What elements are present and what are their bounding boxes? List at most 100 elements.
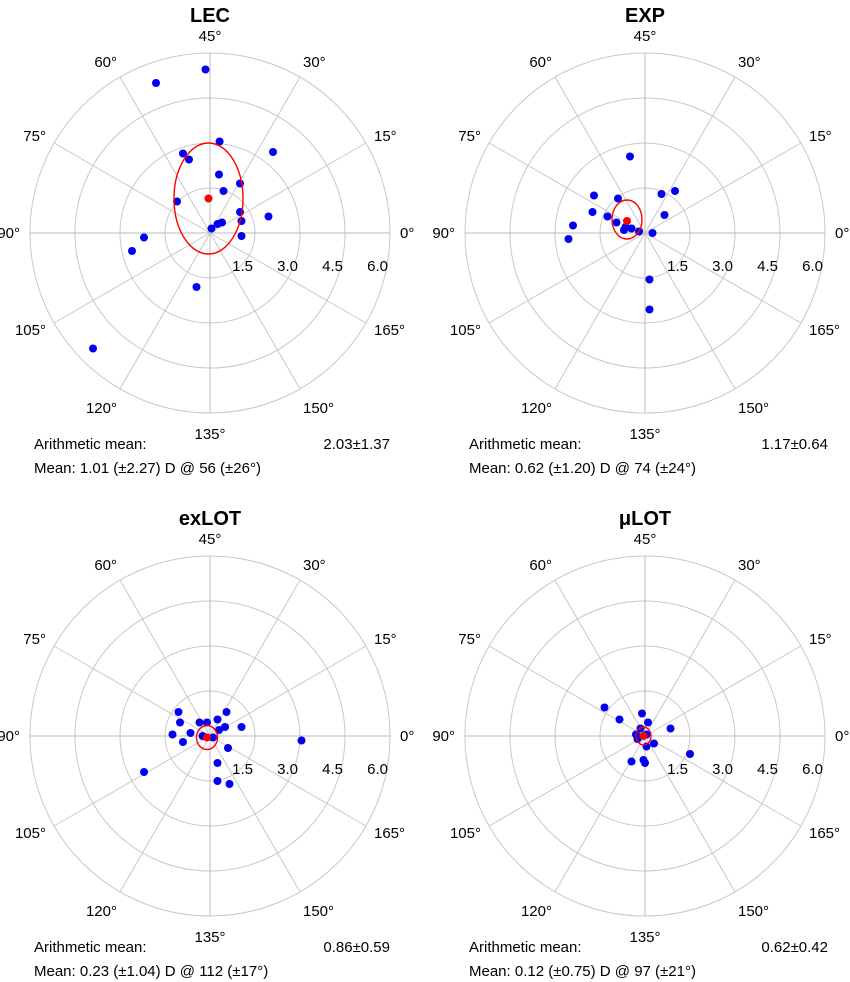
grid-spoke <box>209 232 367 324</box>
grid-spoke <box>119 232 211 390</box>
data-point <box>671 187 679 195</box>
data-point <box>264 212 273 221</box>
angle-tick-label: 135° <box>194 426 225 443</box>
panel-title: μLOT <box>619 508 671 530</box>
angle-tick-label: 60° <box>94 54 117 71</box>
grid-spoke <box>644 579 736 737</box>
data-point <box>645 275 654 284</box>
data-point <box>222 708 231 716</box>
data-point <box>638 709 646 718</box>
data-point <box>686 750 694 758</box>
data-point <box>140 233 148 242</box>
angle-tick-label: 105° <box>15 825 46 842</box>
panel-title: EXP <box>625 5 665 27</box>
angle-tick-label: 45° <box>634 28 657 45</box>
radial-tick-label: 1.5 <box>667 258 688 275</box>
confidence-ellipse <box>611 199 643 240</box>
data-point <box>660 211 669 219</box>
data-point <box>612 218 621 227</box>
data-point <box>207 224 216 233</box>
polar-panel-1: LEC 0° 15° 30° 45° 60° 75° 90° 105° 120° 135° 150° 1… <box>0 5 414 477</box>
data-point <box>666 724 675 733</box>
mean-point <box>204 194 213 203</box>
grid-spoke <box>53 232 211 324</box>
angle-tick-label: 0° <box>835 728 849 745</box>
grid-spoke <box>644 735 736 893</box>
data-point <box>213 759 222 767</box>
angle-tick-label: 150° <box>303 903 334 920</box>
grid-spoke <box>119 735 211 893</box>
arithmetic-mean-value: 2.03±1.37 <box>323 436 390 453</box>
data-point <box>201 65 210 74</box>
angle-tick-label: 75° <box>23 631 46 648</box>
data-point <box>186 729 195 737</box>
grid-spoke <box>119 76 211 234</box>
data-point <box>219 187 228 195</box>
arithmetic-mean-value: 0.62±0.42 <box>761 939 828 956</box>
data-point <box>600 703 609 712</box>
confidence-ellipse <box>635 726 652 746</box>
radial-tick-label: 4.5 <box>757 258 778 275</box>
data-point <box>179 149 187 158</box>
grid-spoke <box>53 735 211 827</box>
angle-tick-label: 150° <box>303 400 334 417</box>
grid-spoke <box>554 76 646 234</box>
radial-tick-label: 6.0 <box>367 761 388 778</box>
data-point <box>173 197 181 206</box>
grid-spoke <box>119 579 211 737</box>
radial-tick-label: 1.5 <box>667 761 688 778</box>
data-point <box>128 247 136 255</box>
angle-tick-label: 90° <box>432 728 455 745</box>
data-point <box>213 220 222 228</box>
angle-tick-label: 120° <box>521 903 552 920</box>
data-point <box>174 708 183 716</box>
grid-spoke <box>554 579 646 737</box>
radial-tick-label: 4.5 <box>757 761 778 778</box>
angle-tick-label: 0° <box>835 225 849 242</box>
data-point <box>221 723 229 731</box>
angle-tick-label: 30° <box>738 557 761 574</box>
grid-spoke <box>53 645 211 737</box>
radial-tick-label: 6.0 <box>802 258 823 275</box>
data-point <box>237 232 246 240</box>
data-point <box>209 733 217 742</box>
data-point <box>215 137 224 146</box>
panel-title: exLOT <box>179 508 241 530</box>
data-point <box>224 744 232 752</box>
data-point <box>237 723 246 731</box>
data-point <box>192 283 201 291</box>
data-point <box>168 730 177 739</box>
grid-spoke <box>644 76 736 234</box>
data-point <box>627 224 636 233</box>
radial-tick-label: 4.5 <box>322 258 343 275</box>
mean-point <box>623 217 631 225</box>
arithmetic-mean-label: Arithmetic mean: <box>469 436 582 453</box>
angle-tick-label: 135° <box>629 426 660 443</box>
grid-spoke <box>644 735 802 827</box>
polar-panel-3: exLOT 0° 15° 30° 45° 60° 75° 90° 105° 120° 135° 150… <box>0 508 414 980</box>
angle-tick-label: 120° <box>86 400 117 417</box>
grid-spoke <box>488 232 646 324</box>
data-point <box>179 738 187 746</box>
data-point <box>627 757 636 766</box>
data-point <box>564 235 573 243</box>
data-point <box>213 715 222 724</box>
angle-tick-label: 90° <box>0 728 20 745</box>
data-point <box>140 768 148 776</box>
arithmetic-mean-value: 0.86±0.59 <box>323 939 390 956</box>
data-point <box>639 756 648 764</box>
grid-spoke <box>209 735 367 827</box>
angle-tick-label: 45° <box>199 28 222 45</box>
data-point <box>614 194 622 203</box>
angle-tick-label: 120° <box>86 903 117 920</box>
mean-vector-line: Mean: 1.01 (±2.27) D @ 56 (±26°) <box>34 460 261 477</box>
angle-tick-label: 105° <box>450 322 481 339</box>
mean-point <box>203 733 211 742</box>
data-point <box>176 718 184 727</box>
mean-vector-line: Mean: 0.12 (±0.75) D @ 97 (±21°) <box>469 963 696 980</box>
data-point <box>297 736 306 745</box>
angle-tick-label: 30° <box>303 54 326 71</box>
grid-spoke <box>209 645 367 737</box>
angle-tick-label: 90° <box>432 225 455 242</box>
angle-tick-label: 15° <box>809 631 832 648</box>
